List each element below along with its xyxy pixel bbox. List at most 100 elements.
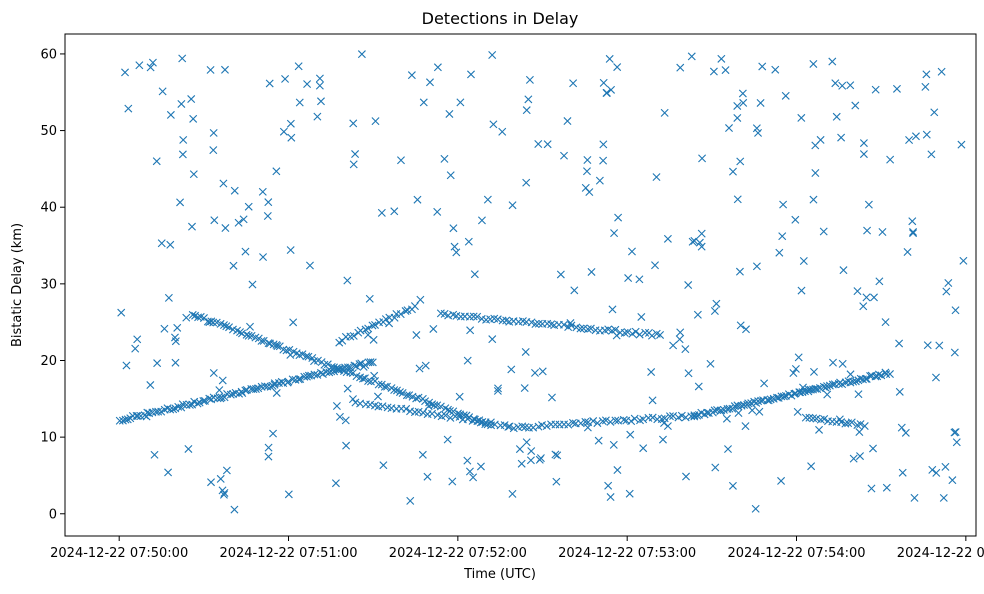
detection-marker — [396, 310, 405, 319]
detection-marker — [248, 280, 257, 289]
detection-marker — [739, 98, 748, 107]
detection-marker — [711, 463, 720, 472]
detection-marker — [315, 81, 324, 90]
detection-marker — [402, 404, 411, 413]
detection-marker — [657, 415, 666, 424]
detection-marker — [296, 375, 305, 384]
detection-marker — [682, 472, 690, 481]
detection-marker — [849, 377, 858, 386]
detection-marker — [117, 308, 126, 317]
detection-marker — [669, 341, 678, 350]
detection-marker — [286, 119, 295, 128]
detection-marker — [551, 420, 560, 429]
detection-marker — [385, 319, 394, 328]
detection-marker — [639, 444, 648, 453]
detection-marker — [415, 364, 424, 373]
detection-marker — [607, 85, 616, 94]
detection-marker — [777, 476, 786, 485]
detection-marker — [895, 387, 904, 396]
detection-marker — [602, 88, 611, 97]
detection-marker — [419, 408, 428, 417]
detection-marker — [289, 318, 298, 327]
detection-marker — [566, 319, 575, 328]
detection-marker — [467, 70, 475, 79]
detection-marker — [733, 101, 742, 110]
detection-marker — [449, 407, 458, 416]
x-axis-label: Time (UTC) — [463, 567, 536, 582]
detection-marker — [349, 160, 358, 169]
detection-marker — [179, 135, 188, 144]
detection-marker — [564, 420, 573, 429]
detection-marker — [123, 415, 132, 424]
detection-marker — [882, 483, 891, 492]
detection-marker — [693, 310, 702, 319]
y-tick-label: 30 — [40, 277, 57, 292]
detection-marker — [466, 326, 475, 335]
detection-marker — [599, 140, 608, 149]
detection-marker — [690, 412, 699, 421]
detection-marker — [135, 61, 144, 70]
detection-marker — [335, 365, 344, 374]
detection-marker — [635, 330, 644, 339]
detection-marker — [779, 392, 788, 401]
detection-marker — [856, 452, 865, 461]
detection-marker — [534, 139, 543, 148]
detection-marker — [121, 68, 130, 77]
detection-marker — [241, 247, 250, 256]
detection-marker — [694, 382, 703, 391]
detection-marker — [209, 128, 218, 137]
detection-marker — [342, 368, 351, 377]
detection-marker — [931, 373, 940, 382]
detection-marker — [303, 80, 312, 89]
detection-marker — [446, 413, 455, 422]
detection-marker — [647, 368, 656, 377]
detection-marker — [660, 419, 669, 428]
detection-marker — [507, 365, 516, 374]
detection-marker — [207, 478, 216, 487]
detection-marker — [366, 358, 375, 367]
detection-marker — [351, 398, 360, 407]
detection-marker — [959, 256, 968, 265]
detection-marker — [146, 63, 155, 72]
detection-marker — [675, 335, 684, 344]
detection-marker — [526, 456, 535, 465]
detection-marker — [164, 293, 173, 302]
detection-marker — [281, 74, 290, 83]
detection-marker — [476, 462, 485, 471]
detection-marker — [522, 106, 531, 115]
detection-marker — [452, 248, 461, 257]
detection-marker — [791, 364, 800, 373]
detection-marker — [335, 412, 344, 421]
detection-marker — [846, 370, 855, 379]
detection-marker — [856, 420, 865, 429]
detection-marker — [244, 202, 253, 211]
detection-marker — [569, 79, 578, 88]
detection-marker — [809, 59, 818, 68]
detection-marker — [567, 321, 576, 330]
detection-marker — [368, 321, 377, 330]
detection-marker — [547, 393, 556, 402]
detection-marker — [861, 374, 870, 383]
detection-marker — [455, 392, 464, 401]
detection-marker — [370, 371, 379, 380]
detection-marker — [332, 402, 341, 410]
detection-marker — [559, 320, 568, 329]
detection-marker — [525, 75, 534, 84]
detection-marker — [612, 331, 621, 340]
detection-marker — [257, 336, 266, 345]
detection-marker — [210, 216, 219, 225]
detection-marker — [273, 342, 282, 351]
detection-marker — [286, 246, 295, 255]
detection-marker — [697, 229, 706, 238]
detection-marker — [298, 350, 307, 359]
detection-marker — [669, 412, 678, 421]
detection-marker — [489, 120, 498, 129]
detection-marker — [813, 384, 822, 393]
detection-marker — [614, 213, 623, 222]
detection-marker — [952, 438, 961, 447]
detection-marker — [346, 368, 355, 377]
detection-marker — [939, 493, 948, 502]
detection-marker — [796, 388, 805, 397]
y-tick-label: 0 — [49, 507, 57, 522]
